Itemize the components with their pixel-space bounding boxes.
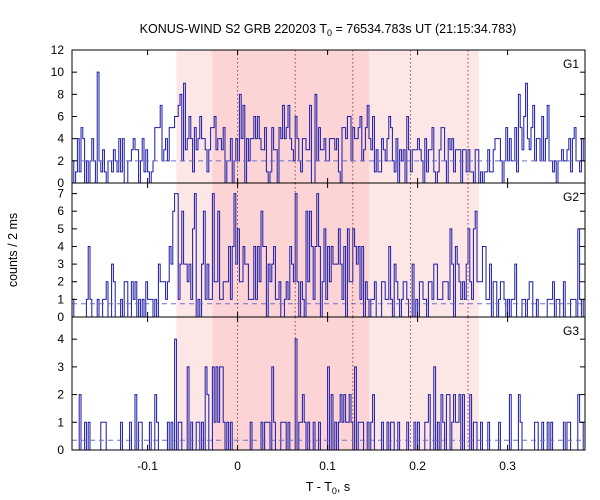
y-tick-label: 12 [51, 43, 65, 57]
panel-g1: 0 2 4 6 8 10 12 G1 [51, 43, 586, 190]
y-tick-label: 0 [57, 443, 64, 457]
x-tick-label: 0 [234, 459, 241, 473]
x-tick-label: 0.3 [499, 459, 516, 473]
panel-frame-g3 [71, 316, 586, 451]
panel-label-g2: G2 [563, 190, 579, 204]
y-tick-label: 10 [51, 65, 65, 79]
y-tick-label: 0 [57, 176, 64, 190]
chart-title-suffix: = 76534.783s UT (21:15:34.783) [332, 22, 516, 36]
x-tick-label: 0.1 [319, 459, 336, 473]
y-tick-label: 2 [57, 154, 64, 168]
y-tick-label: 3 [57, 257, 64, 271]
y-tick-label: 2 [57, 275, 64, 289]
lightcurve-g1 [72, 71, 585, 184]
y-tick-label: 4 [57, 239, 64, 253]
y-tick-label: 3 [57, 360, 64, 374]
y-tick-label: 4 [57, 332, 64, 346]
x-tick-label: -0.1 [137, 459, 158, 473]
y-tick-label: 4 [57, 132, 64, 146]
y-tick-label: 8 [57, 87, 64, 101]
y-tick-label: 5 [57, 222, 64, 236]
y-tick-label: 1 [57, 415, 64, 429]
y-tick-label: 6 [57, 204, 64, 218]
panel-label-g1: G1 [563, 57, 579, 71]
x-axis-label-prefix: T - T [306, 480, 332, 494]
shaded-interval-2 [212, 50, 369, 450]
chart-title: KONUS-WIND S2 GRB 220203 T0 = 76534.783s… [140, 22, 517, 38]
y-tick-label: 1 [57, 292, 64, 306]
x-axis-label-suffix: , s [337, 480, 350, 494]
x-axis-label-subscript: 0 [332, 486, 337, 496]
y-tick-label: 2 [57, 388, 64, 402]
y-tick-label: 6 [57, 110, 64, 124]
chart-title-subscript: 0 [327, 28, 332, 38]
panel-label-g3: G3 [563, 324, 579, 338]
x-axis-label: T - T0, s [306, 480, 350, 496]
panel-g3: 0 1 2 3 4 G3 [57, 316, 586, 457]
x-tick-label: 0.2 [409, 459, 426, 473]
y-axis-label: counts / 2 ms [6, 213, 20, 287]
y-tick-label: 0 [57, 310, 64, 324]
chart-title-prefix: KONUS-WIND S2 GRB 220203 T [140, 22, 328, 36]
y-tick-label: 7 [57, 187, 64, 201]
